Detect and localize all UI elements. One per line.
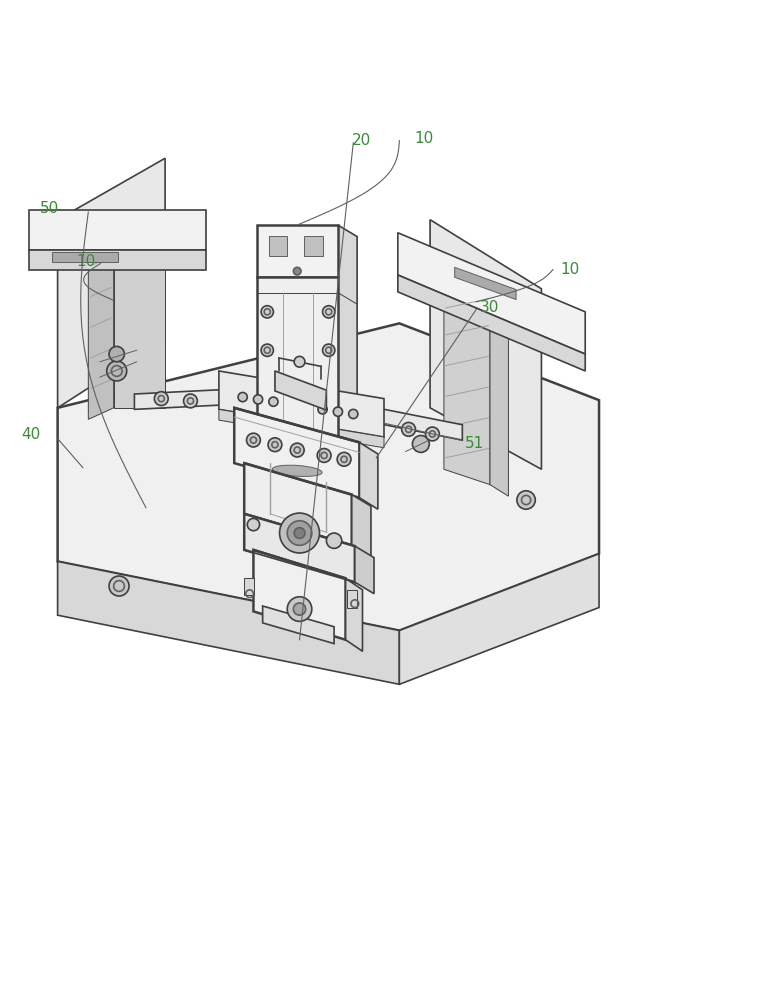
Polygon shape [29, 210, 206, 250]
Circle shape [323, 344, 335, 356]
Polygon shape [257, 277, 338, 477]
Circle shape [280, 513, 319, 553]
Polygon shape [29, 250, 206, 270]
Circle shape [261, 344, 273, 356]
Polygon shape [398, 233, 585, 354]
Circle shape [333, 407, 343, 416]
Polygon shape [357, 404, 462, 440]
Circle shape [337, 452, 351, 466]
Bar [304, 236, 323, 256]
Circle shape [154, 392, 168, 406]
Circle shape [269, 397, 278, 406]
Polygon shape [355, 546, 374, 594]
Circle shape [107, 361, 127, 381]
Polygon shape [399, 554, 599, 684]
Polygon shape [114, 235, 165, 408]
Text: 10: 10 [415, 131, 434, 146]
Circle shape [318, 405, 327, 414]
Text: 51: 51 [465, 436, 484, 451]
Circle shape [238, 392, 247, 402]
Polygon shape [244, 463, 352, 545]
Circle shape [184, 394, 197, 408]
Bar [244, 578, 254, 595]
Polygon shape [398, 275, 585, 371]
Circle shape [293, 267, 301, 275]
Circle shape [253, 395, 263, 404]
Text: 10: 10 [561, 262, 580, 277]
Bar [347, 590, 357, 608]
Circle shape [402, 422, 415, 436]
Bar [52, 252, 118, 262]
Polygon shape [257, 225, 338, 277]
Polygon shape [430, 220, 541, 469]
Text: 20: 20 [352, 133, 371, 148]
Polygon shape [219, 371, 384, 437]
Polygon shape [338, 225, 357, 500]
Circle shape [425, 427, 439, 441]
Circle shape [517, 491, 535, 509]
Text: 50: 50 [40, 201, 59, 216]
Polygon shape [275, 371, 326, 410]
Circle shape [287, 521, 312, 545]
Polygon shape [88, 235, 114, 419]
Text: 10: 10 [77, 254, 96, 269]
Polygon shape [58, 561, 399, 684]
Polygon shape [234, 408, 359, 498]
Circle shape [247, 518, 260, 531]
Circle shape [294, 528, 305, 538]
Polygon shape [455, 267, 516, 300]
Circle shape [247, 433, 260, 447]
Circle shape [294, 356, 305, 367]
Circle shape [287, 597, 312, 621]
Circle shape [412, 435, 429, 452]
Polygon shape [346, 578, 362, 651]
Polygon shape [58, 323, 599, 631]
Ellipse shape [273, 465, 322, 476]
Circle shape [109, 346, 124, 362]
Polygon shape [352, 495, 371, 557]
Polygon shape [490, 302, 508, 496]
Circle shape [109, 576, 129, 596]
Circle shape [317, 449, 331, 462]
Polygon shape [58, 158, 165, 408]
Circle shape [326, 533, 342, 548]
Polygon shape [444, 286, 490, 485]
Polygon shape [134, 389, 242, 409]
Polygon shape [359, 442, 378, 509]
Text: 30: 30 [480, 300, 499, 316]
Polygon shape [253, 550, 346, 640]
Circle shape [261, 306, 273, 318]
Circle shape [323, 306, 335, 318]
Polygon shape [263, 606, 334, 644]
Text: 40: 40 [22, 427, 41, 442]
Bar [269, 236, 287, 256]
Polygon shape [219, 409, 384, 448]
Polygon shape [244, 514, 355, 582]
Circle shape [253, 427, 269, 442]
Circle shape [293, 603, 306, 615]
Circle shape [290, 443, 304, 457]
Circle shape [268, 438, 282, 452]
Circle shape [349, 409, 358, 419]
